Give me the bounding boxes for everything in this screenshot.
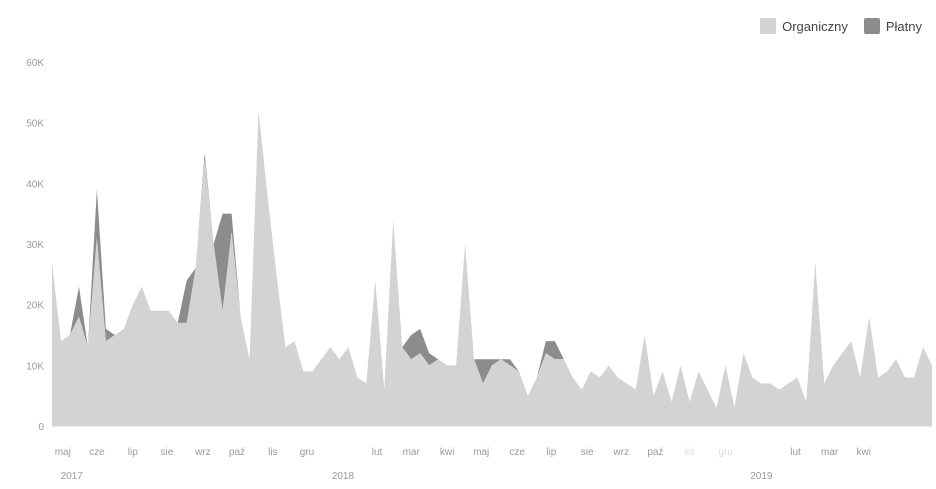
x-tick-label: cze bbox=[89, 447, 105, 458]
x-tick-label: lut bbox=[372, 447, 383, 458]
x-tick-label: gru bbox=[718, 447, 732, 458]
legend-item-organic[interactable]: Organiczny bbox=[760, 18, 848, 34]
x-tick-label: maj bbox=[473, 447, 489, 458]
x-tick-label: mar bbox=[403, 447, 421, 458]
y-tick-label: 10K bbox=[26, 361, 44, 372]
x-tick-label: lip bbox=[128, 447, 138, 458]
x-tick-label: lis bbox=[268, 447, 277, 458]
x-tick-label: paź bbox=[647, 447, 663, 458]
x-tick-label: maj bbox=[55, 447, 71, 458]
x-tick-label: wrz bbox=[613, 447, 630, 458]
y-tick-label: 50K bbox=[26, 119, 44, 130]
y-tick-label: 20K bbox=[26, 301, 44, 312]
y-tick-label: 40K bbox=[26, 179, 44, 190]
legend-swatch-paid bbox=[863, 18, 880, 34]
x-tick-label: lut bbox=[790, 447, 801, 458]
legend-swatch-organic bbox=[760, 18, 777, 34]
y-tick-label: 30K bbox=[26, 240, 44, 251]
x-tick-label: kwi bbox=[857, 447, 871, 458]
y-tick-label: 60K bbox=[26, 58, 44, 69]
x-year-label: 2017 bbox=[61, 471, 84, 482]
x-tick-label: sie bbox=[581, 447, 594, 458]
x-tick-label: kwi bbox=[440, 447, 454, 458]
y-tick-label: 0 bbox=[38, 422, 44, 433]
series-area-organiczny bbox=[52, 110, 932, 427]
legend-label-paid: Płatny bbox=[885, 18, 922, 34]
x-tick-label: sie bbox=[161, 447, 174, 458]
x-tick-label: gru bbox=[300, 447, 314, 458]
x-year-label: 2018 bbox=[332, 471, 355, 482]
x-year-label: 2019 bbox=[750, 471, 773, 482]
x-tick-label: paź bbox=[229, 447, 245, 458]
x-tick-label: cze bbox=[509, 447, 525, 458]
x-tick-label: wrz bbox=[194, 447, 211, 458]
x-tick-label: lis bbox=[685, 447, 694, 458]
legend: Organiczny Płatny bbox=[760, 18, 922, 34]
x-tick-label: mar bbox=[821, 447, 839, 458]
legend-label-organic: Organiczny bbox=[782, 18, 848, 34]
x-tick-label: lip bbox=[546, 447, 556, 458]
legend-item-paid[interactable]: Płatny bbox=[863, 18, 922, 34]
series-area-platny bbox=[52, 110, 932, 408]
